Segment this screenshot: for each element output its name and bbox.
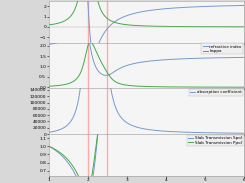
refractive index (105, 74, 108, 76)
refractive index (182, 58, 185, 60)
Slab Transmission Spol (48, 145, 50, 147)
refractive index (67, 37, 70, 39)
refractive index (48, 43, 50, 46)
Slab Transmission Ppol (203, 91, 206, 93)
Legend: Slab Transmission Spol, Slab Transmission Ppol: Slab Transmission Spol, Slab Transmissio… (187, 135, 243, 146)
absorption coefficient (203, 132, 206, 134)
Slab Transmission Ppol (127, 26, 130, 28)
refractive index (242, 56, 245, 59)
Slab Transmission Spol (203, 72, 206, 74)
kappa (67, 82, 70, 85)
Slab Transmission Ppol (48, 145, 50, 147)
refractive index (203, 57, 206, 59)
Slab Transmission Ppol (242, 95, 245, 97)
kappa (242, 86, 245, 88)
kappa (203, 86, 206, 88)
absorption coefficient (67, 123, 70, 125)
Slab Transmission Spol (242, 78, 245, 80)
kappa (48, 85, 50, 87)
refractive index (82, 25, 85, 27)
kappa (126, 84, 129, 86)
kappa (200, 86, 203, 88)
Slab Transmission Ppol (200, 90, 203, 92)
refractive index (200, 57, 203, 59)
refractive index (134, 62, 137, 64)
Slab Transmission Ppol (134, 47, 137, 50)
absorption coefficient (182, 131, 184, 133)
kappa (182, 86, 184, 88)
Legend: absorption coefficient: absorption coefficient (189, 89, 243, 96)
absorption coefficient (134, 126, 136, 128)
Slab Transmission Spol (67, 163, 70, 165)
kappa (89, 41, 92, 43)
absorption coefficient (200, 132, 203, 134)
kappa (134, 85, 136, 87)
absorption coefficient (242, 132, 245, 134)
Line: absorption coefficient: absorption coefficient (49, 0, 244, 133)
Line: Slab Transmission Ppol: Slab Transmission Ppol (49, 0, 244, 183)
absorption coefficient (126, 122, 129, 125)
Legend: refractive index, kappa: refractive index, kappa (201, 43, 243, 55)
refractive index (127, 64, 130, 66)
Line: Slab Transmission Spol: Slab Transmission Spol (49, 0, 244, 183)
Line: kappa: kappa (49, 42, 244, 87)
Slab Transmission Spol (134, 12, 137, 14)
Slab Transmission Spol (182, 66, 185, 68)
Line: refractive index: refractive index (49, 26, 244, 75)
Slab Transmission Ppol (67, 160, 70, 162)
Slab Transmission Ppol (182, 86, 185, 88)
absorption coefficient (48, 131, 50, 133)
Slab Transmission Spol (200, 71, 203, 74)
